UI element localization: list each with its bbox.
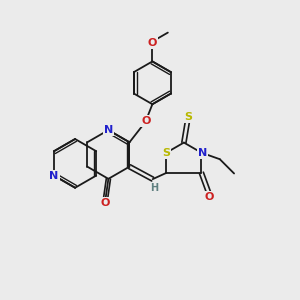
Text: N: N — [104, 125, 113, 135]
Text: O: O — [205, 192, 214, 202]
Text: O: O — [101, 198, 110, 208]
Text: S: S — [162, 148, 170, 158]
Text: N: N — [198, 148, 208, 158]
Text: O: O — [141, 116, 151, 126]
Text: N: N — [50, 171, 58, 181]
Text: S: S — [184, 112, 192, 122]
Text: H: H — [150, 183, 158, 193]
Text: O: O — [148, 38, 157, 48]
